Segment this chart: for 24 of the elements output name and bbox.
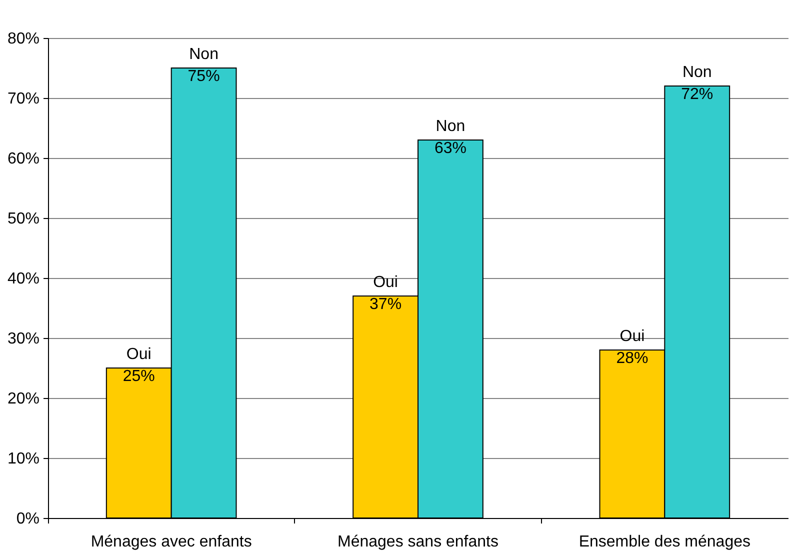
data-label: 25% [122,368,155,385]
text: Oui [620,328,645,345]
y-tick-label: 60% [7,150,40,168]
text: Non [682,64,712,81]
series-label: Non [189,46,218,63]
y-tick-label: 10% [7,450,40,468]
x-tick-label: Ensemble des ménages [578,534,750,550]
data-label: 72% [681,86,714,103]
series-label: Oui [126,346,152,363]
y-tick-label: 40% [7,270,40,288]
text: Oui [373,274,398,291]
y-tick-label: 30% [7,330,40,348]
data-label: 37% [370,296,402,313]
data-label: 63% [434,140,466,157]
data-label: 75% [188,68,220,85]
text: Non [436,118,466,135]
y-tick-label: 80% [7,30,40,48]
y-tick-label: 0% [16,510,40,528]
y-tick-label: 50% [7,210,40,228]
x-tick-label: Ménages avec enfants [90,534,252,550]
data-label: 28% [616,350,648,367]
x-tick-label: Ménages sans enfants [338,534,498,550]
y-tick-label: 70% [7,90,40,108]
y-tick-label: 20% [7,390,40,408]
